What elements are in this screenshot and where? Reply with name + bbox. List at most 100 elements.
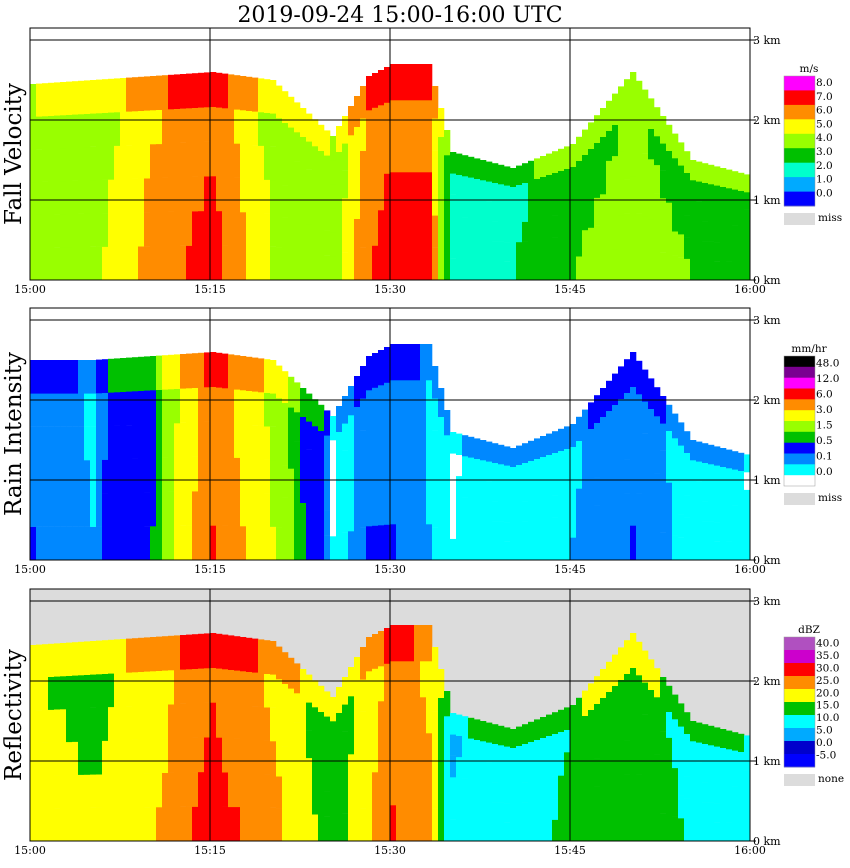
echo-cell (240, 458, 247, 493)
echo-cell (654, 502, 661, 532)
echo-cell (468, 197, 475, 219)
echo-cell (360, 86, 367, 119)
echo-cell (636, 774, 643, 809)
echo-cell (462, 799, 469, 821)
echo-cell (636, 675, 643, 709)
echo-cell (546, 433, 553, 455)
echo-cell (288, 249, 295, 281)
echo-cell (522, 260, 529, 281)
echo-cell (618, 527, 625, 561)
echo-cell (294, 161, 301, 192)
echo-cell (624, 673, 631, 708)
echo-cell (216, 176, 223, 212)
echo-cell (714, 185, 721, 205)
echo-cell (96, 213, 103, 247)
echo-cell (162, 75, 169, 110)
echo-cell (666, 789, 673, 816)
echo-cell (480, 520, 487, 541)
echo-cell (168, 704, 175, 739)
echo-cell (186, 737, 193, 773)
echo-cell (156, 806, 163, 842)
echo-cell (144, 212, 151, 247)
echo-cell (168, 670, 175, 705)
echo-cell (324, 766, 331, 792)
echo-cell (336, 126, 343, 152)
echo-cell (336, 228, 343, 255)
echo-cell (600, 194, 607, 223)
echo-cell (378, 771, 385, 807)
echo-cell (204, 176, 211, 212)
echo-cell (240, 492, 247, 527)
echo-cell (66, 213, 73, 248)
echo-cell (384, 209, 391, 245)
echo-cell (510, 785, 517, 804)
echo-cell (534, 458, 541, 480)
echo-cell (150, 76, 157, 111)
echo-cell (282, 248, 289, 281)
echo-cell (720, 168, 727, 187)
echo-cell (222, 73, 229, 109)
echo-cell (690, 240, 697, 261)
echo-cell (522, 501, 529, 522)
echo-cell (702, 221, 709, 242)
echo-cell (348, 754, 355, 784)
echo-cell (114, 145, 121, 180)
echo-cell (648, 529, 655, 561)
fall-velocity-frame (29, 27, 751, 281)
echo-cell (294, 250, 301, 281)
echo-cell (426, 100, 433, 137)
echo-cell (216, 525, 223, 561)
echo-cell (426, 733, 433, 770)
echo-cell (510, 729, 517, 748)
echo-cell (690, 200, 697, 221)
echo-cell (684, 474, 691, 496)
echo-cell (312, 119, 319, 147)
echo-cell (168, 354, 175, 390)
echo-cell (396, 625, 403, 662)
echo-cell (144, 671, 151, 706)
echo-cell (84, 526, 91, 561)
echo-cell (660, 252, 667, 281)
echo-cell (312, 506, 319, 534)
echo-cell (96, 179, 103, 214)
echo-cell (588, 762, 595, 789)
echo-cell (390, 380, 397, 417)
echo-cell (252, 178, 259, 213)
echo-cell (252, 458, 259, 493)
echo-cell (42, 360, 49, 394)
echo-cell (462, 716, 469, 738)
echo-cell (708, 821, 715, 842)
echo-cell (456, 735, 463, 758)
echo-cell (300, 194, 307, 223)
height-tick-label: 0 km (753, 835, 781, 848)
echo-cell (438, 812, 445, 842)
echo-cell (702, 260, 709, 281)
echo-cell (564, 796, 571, 820)
echo-cell (684, 172, 691, 195)
echo-cell (192, 73, 199, 108)
echo-cell (228, 108, 235, 144)
echo-cell (606, 380, 613, 411)
echo-cell (264, 774, 271, 808)
echo-cell (438, 726, 445, 756)
echo-cell (414, 244, 421, 281)
echo-cell (90, 493, 97, 527)
echo-cell (180, 491, 187, 526)
echo-cell (60, 742, 67, 776)
echo-cell (114, 212, 121, 247)
echo-cell (528, 721, 535, 742)
echo-cell (642, 153, 649, 186)
echo-cell (624, 807, 631, 842)
echo-cell (570, 257, 577, 281)
echo-cell (492, 782, 499, 803)
echo-cell (282, 778, 289, 810)
echo-cell (450, 777, 457, 799)
echo-cell (552, 431, 559, 453)
echo-cell (414, 208, 421, 245)
echo-cell (96, 707, 103, 742)
echo-cell (132, 144, 139, 179)
echo-cell (726, 449, 733, 469)
echo-cell (540, 820, 547, 842)
echo-cell (42, 644, 49, 678)
echo-cell (474, 780, 481, 801)
